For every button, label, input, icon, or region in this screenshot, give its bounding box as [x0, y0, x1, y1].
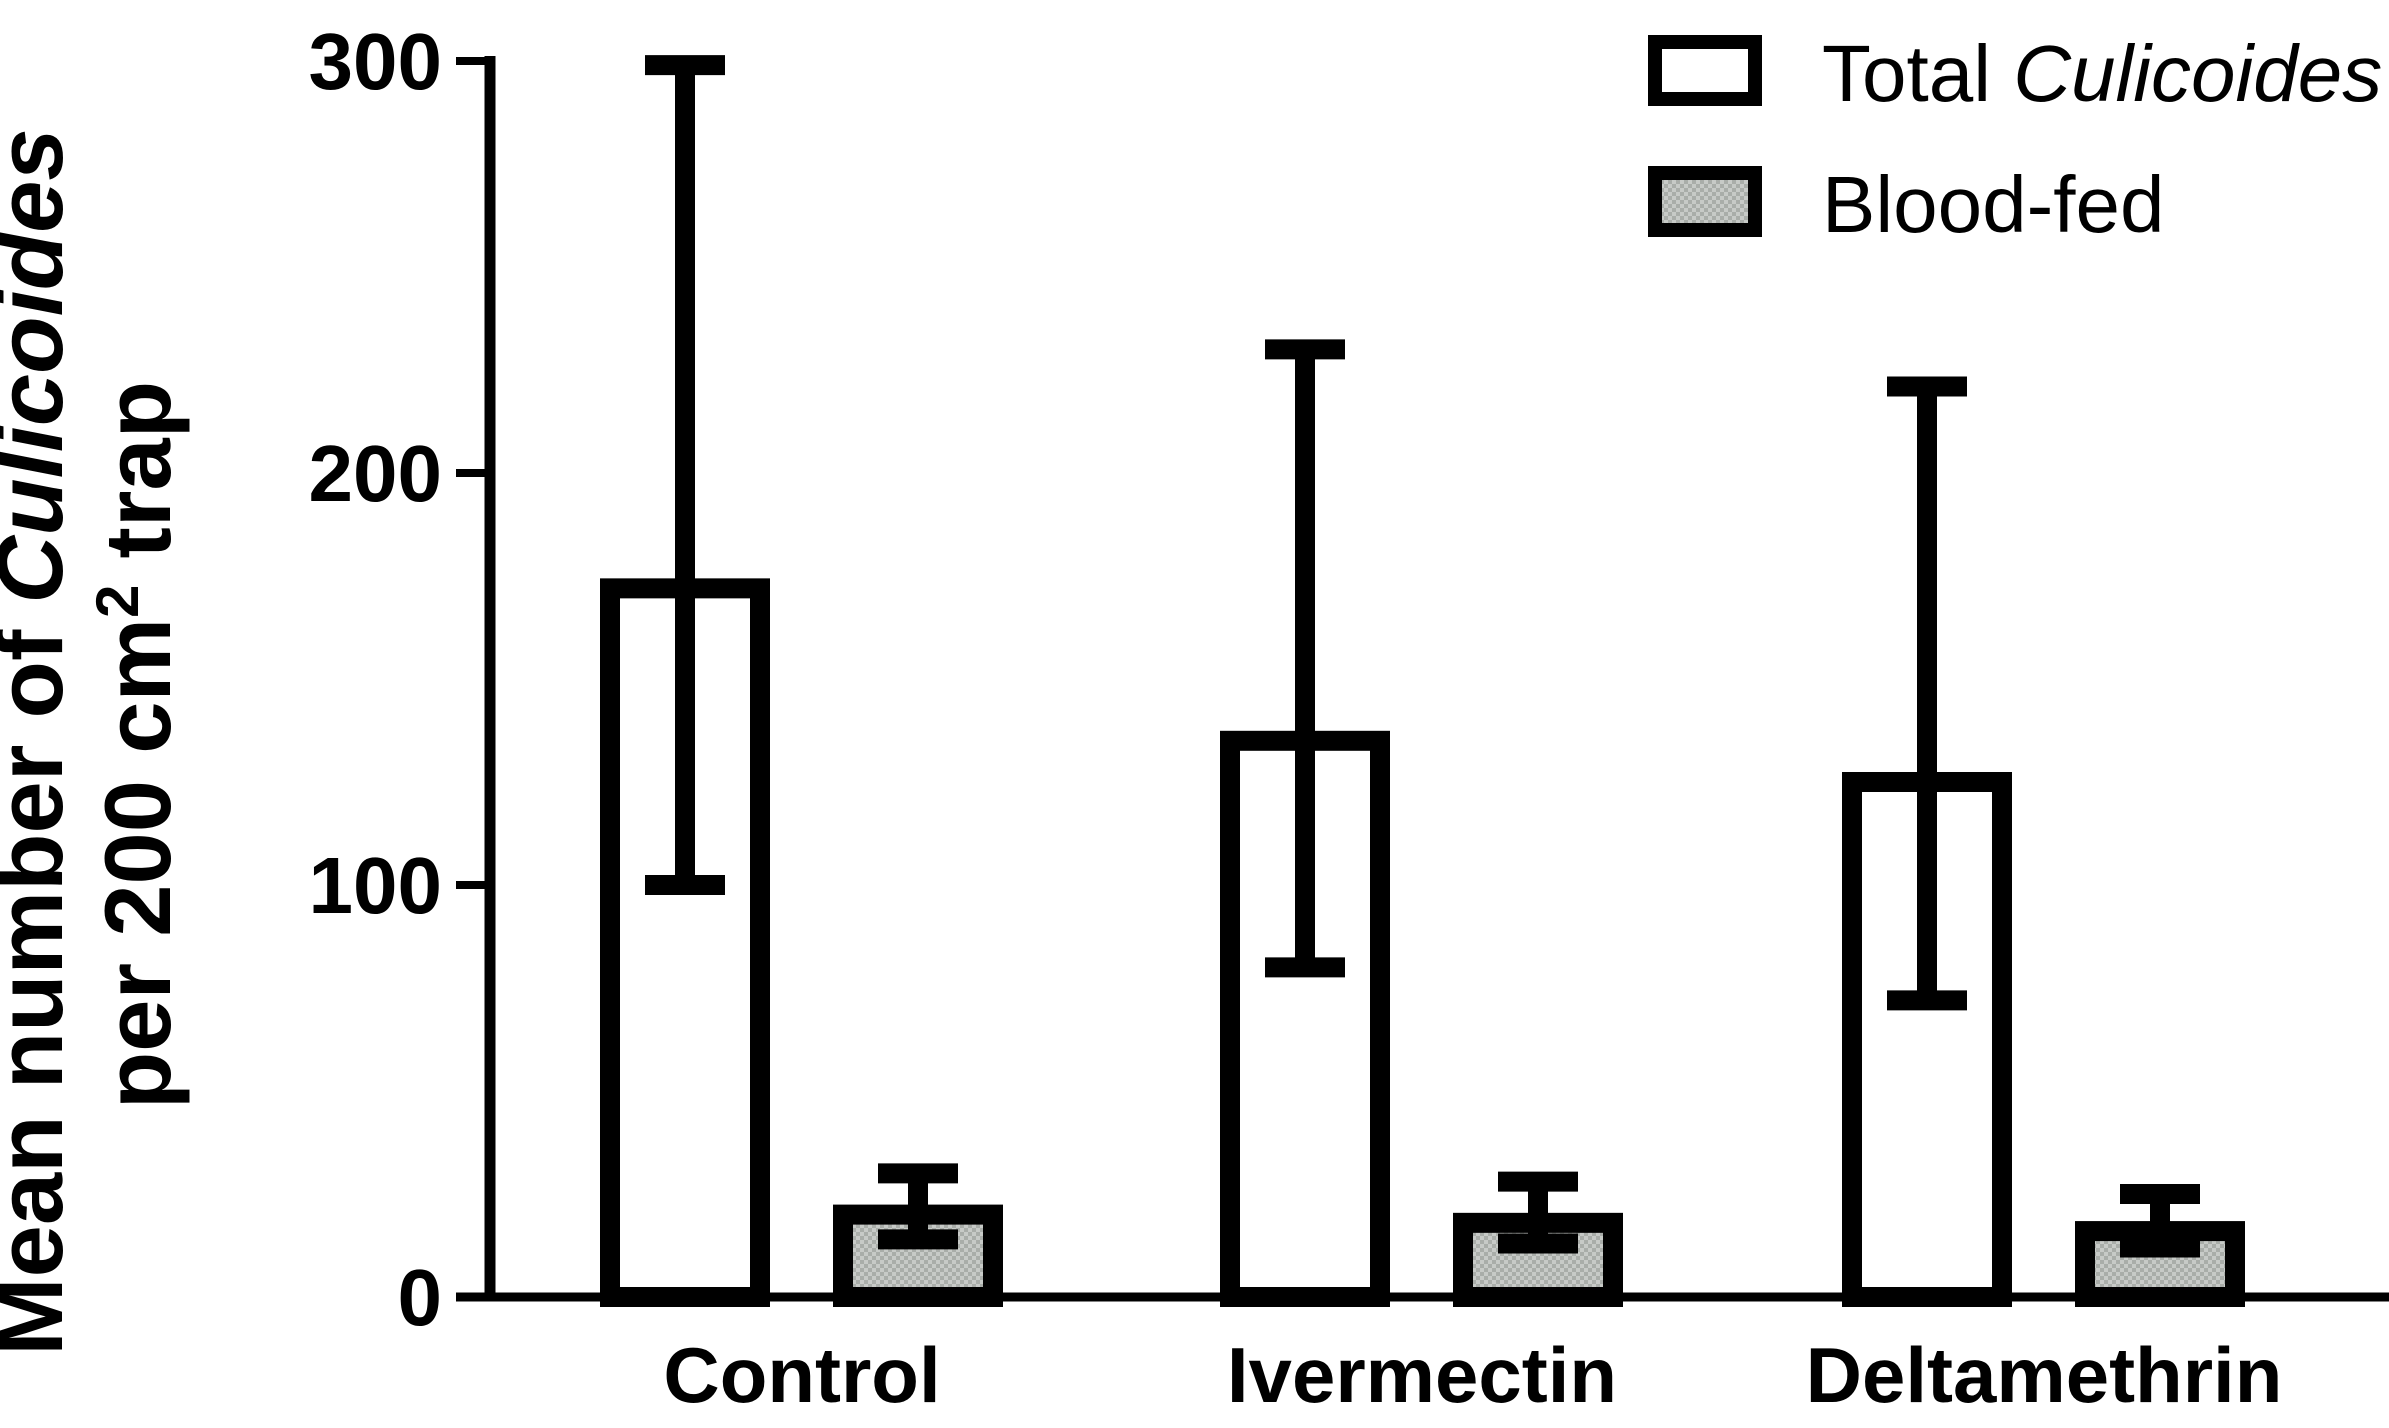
- y-tick-label: 0: [398, 1253, 443, 1342]
- category-label-deltamethrin: Deltamethrin: [1806, 1331, 2283, 1419]
- legend-label-blood-fed: Blood-fed: [1822, 160, 2164, 249]
- y-tick-label: 100: [309, 841, 442, 930]
- legend: Total Culicoides Blood-fed: [1648, 29, 2382, 249]
- category-label-control: Control: [663, 1331, 940, 1419]
- category-labels: Control Ivermectin Deltamethrin: [663, 1331, 2282, 1419]
- y-axis-title-line1: Mean number of Culicoides: [0, 128, 82, 1355]
- bars: [600, 55, 2245, 1307]
- bar-blood-fed-control: [833, 1204, 1003, 1307]
- y-tick-label: 200: [309, 429, 442, 518]
- legend-swatch-blood-fed: [1648, 166, 1762, 237]
- axes: [456, 56, 2389, 1302]
- legend-label-total-culicoides: Total Culicoides: [1822, 29, 2382, 118]
- legend-swatch-total-culicoides: [1648, 35, 1762, 106]
- y-axis-title-line2: per 200 cm2 trap: [84, 381, 190, 1109]
- category-label-ivermectin: Ivermectin: [1227, 1331, 1617, 1419]
- y-tick-labels: 0 100 200 300: [309, 17, 442, 1342]
- y-tick-label: 300: [309, 17, 442, 106]
